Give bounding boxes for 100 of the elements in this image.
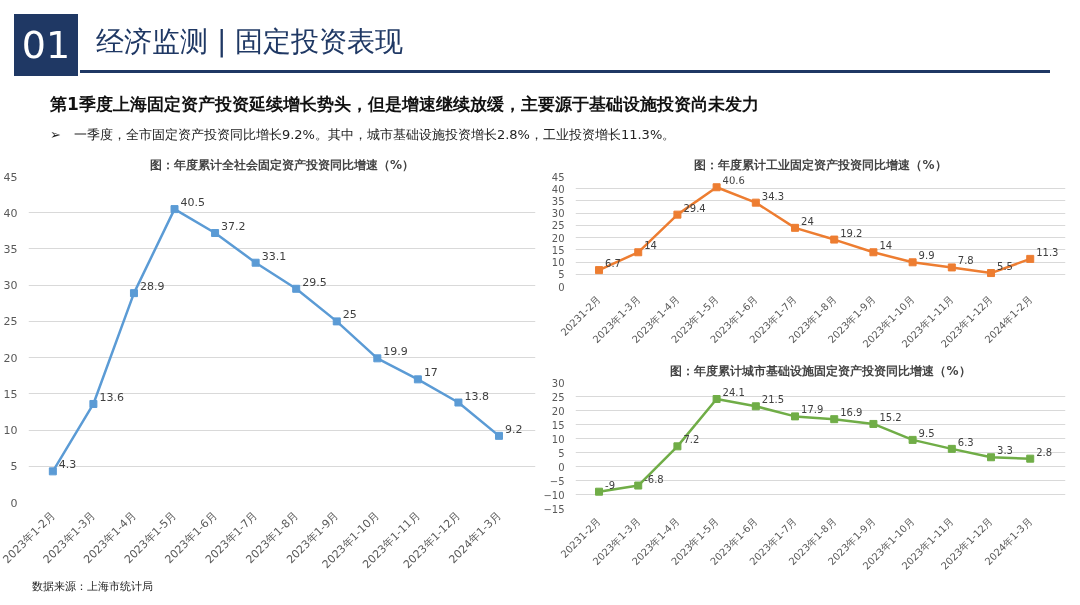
y-tick-label: 0 [558,461,565,473]
chart-title: 图：年度累计城市基础设施固定资产投资同比增速（%） [670,363,971,378]
point [332,317,341,326]
point [869,248,878,257]
y-tick-label: 25 [551,220,565,232]
data-label: -9 [605,479,615,491]
point [1026,454,1035,463]
data-label: 25 [342,308,357,322]
point [634,248,643,257]
source-note: 数据来源：上海市统计局 [31,579,153,595]
data-label: 40.6 [722,175,745,187]
y-tick-label: 30 [3,279,18,293]
point [791,223,800,232]
point [712,395,721,404]
data-label: 24 [801,215,814,227]
text: 经济监测 | 固定投资表现 [96,24,404,60]
y-tick-label: 30 [551,208,565,220]
point [89,399,98,408]
data-label: 2.8 [1036,446,1053,458]
point [869,419,878,428]
point [373,354,382,363]
data-label: 28.9 [139,280,165,294]
y-tick-label: 20 [551,232,565,244]
y-tick-label: 20 [3,351,18,365]
y-tick-label: 35 [3,242,18,256]
data-label: 9.5 [918,427,935,439]
y-tick-label: 45 [551,171,565,183]
point [791,412,800,421]
y-tick-label: 40 [3,206,18,220]
point [211,229,220,238]
point [908,435,917,444]
point [751,402,760,411]
point [1026,254,1035,263]
data-label: 7.2 [683,434,700,446]
y-tick-label: 0 [558,281,565,293]
data-label: 34.3 [761,190,785,202]
y-tick-label: 10 [551,433,565,445]
data-label: 9.9 [918,250,935,262]
point [495,431,503,440]
y-tick-label: −15 [543,503,565,515]
data-label: 33.1 [261,249,287,263]
y-tick-label: 5 [10,460,18,474]
data-label: 15.2 [879,411,902,423]
point [595,266,604,275]
y-tick-label: 45 [3,170,18,184]
data-label: 7.8 [957,255,974,267]
y-tick-label: 15 [551,419,565,431]
point [170,205,179,214]
point [987,453,996,462]
data-label: 37.2 [221,220,246,234]
data-label: 9.2 [505,422,523,436]
y-tick-label: 5 [558,269,565,281]
y-tick-label: 0 [10,496,18,510]
text: 第1季度上海固定资产投资延续增长势头，但是增速继续放缓，主要源于基础设施投资尚未发力 [50,93,759,116]
y-tick-label: 30 [551,377,565,389]
y-tick-label: 10 [3,424,18,438]
point [947,263,956,272]
chart-title: 图：年度累计全社会固定资产投资同比增速（%） [149,157,415,172]
point [413,375,422,384]
data-label: 14 [879,240,893,252]
point [712,183,721,192]
text: ➢ 一季度，全市固定资产投资同比增长9.2%。其中，城市基础设施投资增长2.8%，工业投资增长11.3%。 [50,126,676,144]
y-tick-label: 25 [551,391,565,403]
y-tick-label: −10 [543,489,565,501]
data-label: 17 [423,366,438,380]
point [908,258,917,267]
point [48,467,57,476]
data-label: 3.3 [997,445,1013,457]
data-label: 13.6 [99,390,124,404]
point [830,415,839,424]
y-tick-label: 5 [558,447,565,459]
data-label: 24.1 [722,387,745,399]
point [129,289,138,298]
y-tick-label: 10 [551,257,565,269]
data-label: 16.9 [840,407,863,419]
y-tick-label: 25 [3,315,18,329]
data-label: 19.2 [840,227,863,239]
point [830,235,839,244]
point [947,444,956,453]
y-tick-label: 35 [551,195,565,207]
y-tick-label: 15 [3,387,18,401]
point [292,284,301,293]
y-tick-label: 40 [551,183,565,195]
data-label: 17.9 [801,404,824,416]
y-tick-label: 15 [551,244,565,256]
y-tick-label: −5 [549,475,565,487]
point [751,198,760,207]
data-label: 4.3 [58,458,77,472]
data-label: 29.5 [302,275,327,289]
chart-title: 图：年度累计工业固定资产投资同比增速（%） [694,157,947,172]
data-label: 13.8 [464,389,489,403]
point [673,442,682,451]
y-tick-label: 20 [551,405,565,417]
text: 01 [14,14,78,76]
point [987,269,996,278]
data-label: 19.9 [383,345,408,359]
point [454,398,463,407]
point [251,258,260,267]
data-label: 14 [644,240,657,252]
data-label: 11.3 [1036,246,1059,258]
